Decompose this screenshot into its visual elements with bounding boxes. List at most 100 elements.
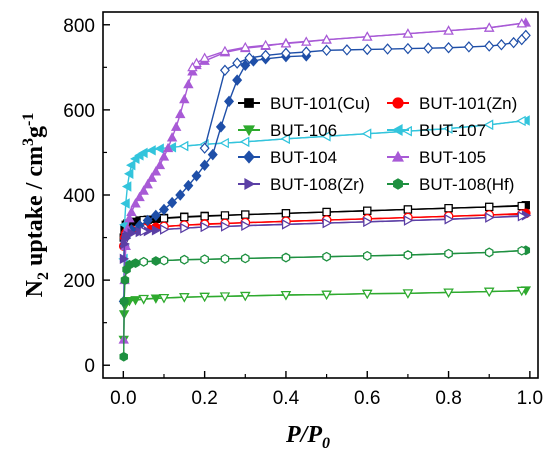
plot-frame bbox=[102, 11, 539, 379]
series-but-104 bbox=[118, 29, 531, 308]
desorption-point bbox=[444, 248, 453, 259]
desorption-point bbox=[402, 28, 414, 38]
adsorption-point bbox=[224, 95, 235, 108]
desorption-point bbox=[403, 215, 414, 226]
desorption-point bbox=[180, 212, 189, 222]
desorption-point bbox=[517, 201, 526, 211]
desorption-line bbox=[143, 250, 522, 263]
desorption-point bbox=[403, 205, 413, 214]
plot-area: 0.0 0.2 0.4 0.6 0.8 1.0 0 200 400 600 800 bbox=[63, 11, 543, 409]
desorption-point bbox=[362, 289, 373, 300]
adsorption-point bbox=[126, 159, 136, 171]
desorption-line bbox=[143, 290, 522, 300]
x-axis-title: P/P0 bbox=[285, 422, 330, 452]
x-tick-label: 0.8 bbox=[435, 388, 461, 409]
adsorption-point bbox=[121, 181, 132, 192]
desorption-point bbox=[517, 211, 528, 222]
adsorption-point bbox=[167, 196, 178, 209]
adsorption-line bbox=[123, 249, 526, 357]
legend-marker bbox=[393, 178, 403, 190]
desorption-point bbox=[219, 292, 231, 302]
adsorption-point bbox=[150, 209, 161, 222]
desorption-point bbox=[244, 52, 255, 64]
legend-marker bbox=[392, 97, 404, 109]
adsorption-point bbox=[151, 225, 162, 236]
desorption-point bbox=[180, 254, 189, 265]
adsorption-point bbox=[240, 59, 251, 71]
legend-label: BUT-104 bbox=[270, 148, 337, 167]
desorption-point bbox=[220, 253, 230, 264]
legend-marker bbox=[391, 123, 403, 137]
series-but-108-hf bbox=[119, 245, 531, 362]
legend-item: BUT-107 bbox=[387, 121, 486, 140]
desorption-point bbox=[199, 52, 210, 62]
adsorption-point bbox=[142, 214, 153, 227]
y-axis-title-supm1: -1 bbox=[20, 113, 37, 126]
adsorption-point bbox=[120, 275, 130, 286]
desorption-point bbox=[219, 137, 229, 149]
desorption-point bbox=[443, 42, 454, 54]
y-tick-label: 0 bbox=[84, 356, 95, 377]
y-tick-label: 800 bbox=[63, 16, 95, 37]
legend-label: BUT-108(Hf) bbox=[419, 175, 514, 194]
y-tick-label: 600 bbox=[63, 101, 95, 122]
adsorption-point bbox=[158, 203, 169, 216]
adsorption-point bbox=[134, 191, 145, 202]
adsorption-point bbox=[158, 151, 170, 161]
adsorption-point bbox=[146, 172, 158, 182]
legend-label: BUT-101(Zn) bbox=[419, 94, 517, 113]
y-tick-label: 400 bbox=[63, 186, 95, 207]
desorption-point bbox=[281, 209, 291, 218]
ticks-layer: 0.0 0.2 0.4 0.6 0.8 1.0 0 200 400 600 800 bbox=[63, 16, 543, 409]
desorption-point bbox=[301, 36, 312, 46]
desorption-point bbox=[382, 43, 393, 55]
adsorption-point bbox=[138, 185, 149, 195]
desorption-point bbox=[341, 44, 352, 56]
desorption-point bbox=[321, 131, 331, 142]
legend: BUT-101(Cu) BUT-101(Zn) BUT-106 BUT-107 BUT-… bbox=[238, 94, 517, 194]
adsorption-point bbox=[232, 74, 243, 86]
adsorption-point bbox=[162, 142, 174, 153]
y-axis-title-sup3: 3 bbox=[20, 138, 37, 146]
desorption-point bbox=[160, 224, 170, 235]
desorption-point bbox=[200, 212, 209, 221]
desorption-point bbox=[191, 57, 202, 68]
desorption-point bbox=[402, 289, 414, 299]
adsorption-point bbox=[183, 78, 194, 89]
legend-item: BUT-104 bbox=[238, 148, 337, 167]
legend-marker bbox=[244, 98, 254, 108]
desorption-point bbox=[280, 133, 290, 145]
desorption-point bbox=[187, 61, 198, 72]
desorption-point bbox=[321, 44, 332, 57]
y-axis-title-sub: 2 bbox=[35, 272, 52, 280]
adsorption-point bbox=[207, 148, 218, 161]
series-layer bbox=[118, 17, 532, 362]
legend-marker bbox=[242, 125, 256, 137]
desorption-point bbox=[485, 212, 495, 223]
y-tick-label: 200 bbox=[63, 271, 95, 292]
series-but-106 bbox=[118, 286, 532, 346]
desorption-point bbox=[483, 119, 494, 130]
x-axis-title-main: P/P bbox=[285, 422, 322, 448]
adsorption-point bbox=[119, 253, 130, 265]
desorption-point bbox=[402, 42, 413, 55]
desorption-point bbox=[241, 220, 251, 231]
desorption-point bbox=[239, 136, 250, 148]
adsorption-point bbox=[123, 168, 134, 179]
desorption-point bbox=[199, 142, 210, 154]
desorption-point bbox=[516, 18, 527, 28]
desorption-point bbox=[508, 36, 519, 49]
desorption-point bbox=[362, 43, 373, 56]
desorption-point bbox=[241, 210, 250, 219]
desorption-point bbox=[423, 42, 434, 54]
desorption-point bbox=[444, 204, 453, 213]
legend-item: BUT-108(Hf) bbox=[387, 175, 514, 194]
desorption-point bbox=[361, 128, 372, 139]
desorption-line bbox=[191, 22, 522, 68]
legend-label: BUT-101(Cu) bbox=[270, 94, 370, 113]
desorption-point bbox=[219, 45, 231, 56]
desorption-point bbox=[402, 125, 412, 137]
adsorption-point bbox=[131, 258, 140, 268]
adsorption-point bbox=[146, 145, 156, 156]
adsorption-point bbox=[150, 166, 162, 176]
